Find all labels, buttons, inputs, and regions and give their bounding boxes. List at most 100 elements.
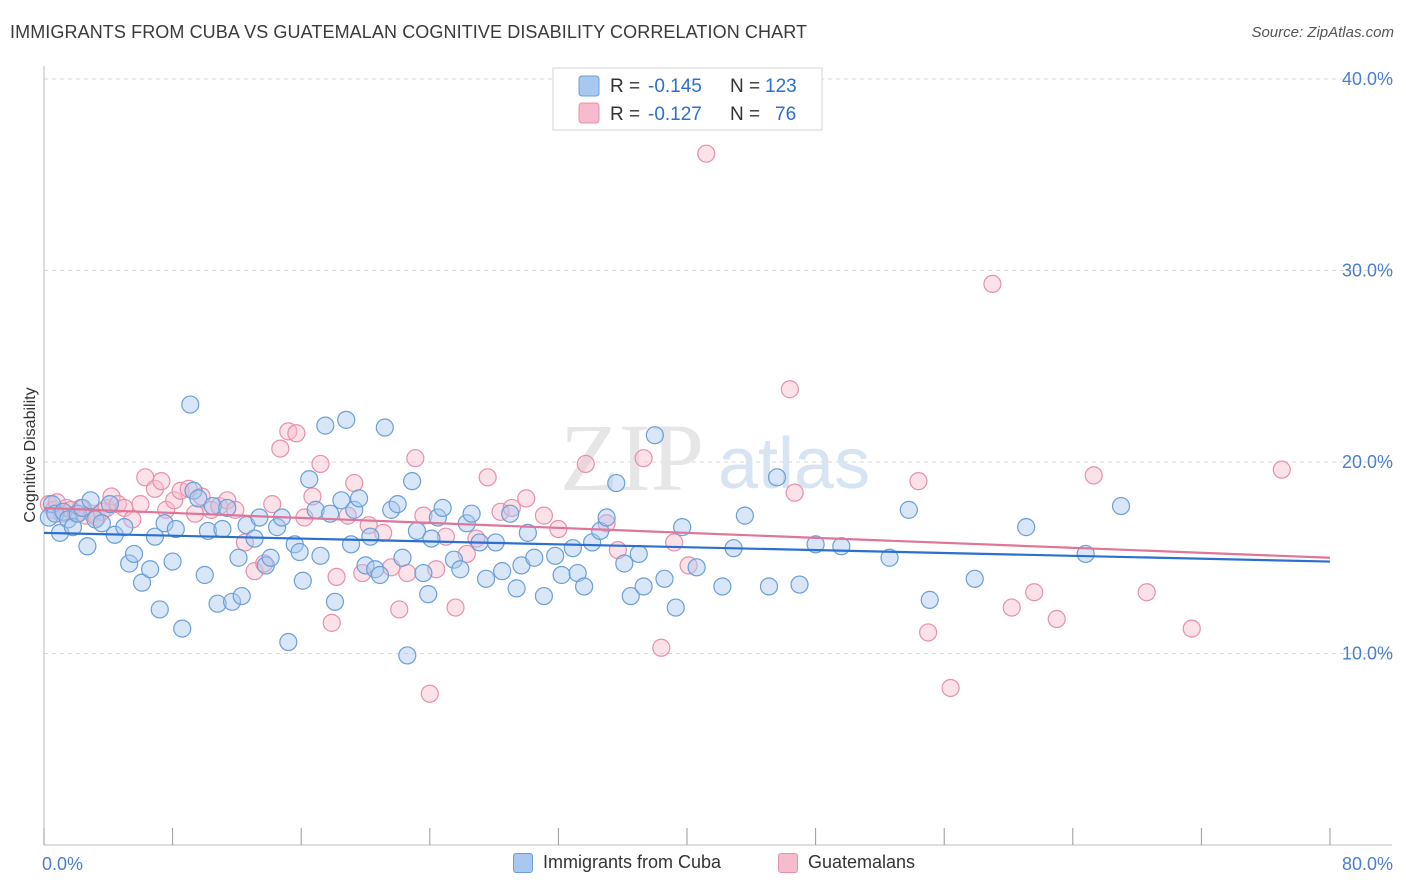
guatemalans-point (446, 598, 465, 617)
cuba-point (388, 495, 407, 514)
cuba-point (713, 577, 732, 596)
cuba-point (767, 468, 787, 487)
cuba-point (518, 523, 537, 542)
cuba-point (208, 594, 227, 613)
cuba-point (965, 569, 984, 588)
cuba-point (81, 491, 100, 510)
legend-n-label-guatemalans: N = (730, 104, 760, 125)
guatemalans-point (398, 563, 417, 583)
cuba-point (341, 535, 361, 554)
source-credit: Source: ZipAtlas.com (1251, 24, 1394, 41)
guatemalans-point (131, 495, 150, 514)
guatemalans-point (1002, 598, 1021, 617)
legend-r-value-guatemalans: -0.127 (648, 104, 702, 125)
legend-r-value-cuba: -0.145 (648, 76, 702, 97)
cuba-point (629, 544, 648, 564)
cuba-point (370, 565, 390, 585)
cuba-point (607, 473, 626, 493)
cuba-point (493, 562, 512, 581)
cuba-point (279, 632, 298, 652)
cuba-point (832, 537, 851, 556)
cuba-point (534, 586, 554, 606)
legend-label-guatemalans: Guatemalans (808, 852, 916, 872)
cuba-point (166, 519, 185, 539)
guatemalans-point (785, 483, 804, 502)
cuba-point (398, 646, 417, 665)
legend-r-label-cuba: R = (610, 76, 640, 97)
guatemalans-point (1084, 466, 1103, 485)
guatemalans-point (780, 380, 799, 399)
cuba-point (349, 489, 369, 508)
cuba-point (806, 535, 825, 554)
cuba-point (597, 508, 616, 527)
cuba-point (222, 592, 242, 611)
cuba-points (39, 395, 1131, 665)
cuba-point (332, 491, 351, 510)
cuba-point (124, 544, 144, 564)
guatemalans-point (517, 489, 536, 508)
guatemalans-point (1047, 609, 1066, 629)
guatemalans-point (245, 562, 264, 581)
cuba-point (575, 577, 594, 596)
watermark-atlas: atlas (718, 424, 870, 504)
cuba-point (232, 586, 251, 606)
guatemalans-point (576, 454, 595, 474)
cuba-point (1017, 518, 1036, 537)
cuba-point (393, 548, 412, 567)
cuba-point (78, 537, 97, 556)
guatemalans-point (420, 684, 439, 703)
cuba-point (63, 518, 83, 537)
watermark-zip: ZIP (560, 404, 704, 511)
cuba-point (735, 506, 754, 525)
cuba-point (920, 590, 939, 609)
legend-swatch-guatemalans-bottom (778, 852, 798, 873)
cuba-point (621, 586, 640, 606)
cuba-point (337, 410, 356, 429)
cuba-point (311, 546, 330, 565)
legend-swatch-guatemalans (578, 102, 600, 124)
cuba-point (501, 504, 520, 523)
cuba-point (433, 498, 452, 518)
guatemalans-point (345, 473, 364, 493)
legend-n-value-cuba: 123 (765, 76, 797, 97)
guatemalans-point (652, 638, 671, 657)
cuba-point (173, 619, 192, 638)
y-axis-title: Cognitive Disability (22, 387, 39, 522)
guatemalans-point (165, 491, 184, 510)
correlation-legend: R = -0.145 N = 123 R = -0.127 N = 76 (552, 67, 823, 131)
legend-swatch-cuba (578, 75, 600, 97)
legend-n-label-cuba: N = (730, 76, 760, 97)
cuba-point (150, 600, 169, 619)
watermark: ZIP atlas (560, 404, 870, 511)
cuba-point (507, 579, 526, 598)
cuba-point (476, 569, 496, 588)
guatemalans-point (697, 144, 716, 163)
legend-item-cuba: Immigrants from Cuba (513, 852, 721, 873)
guatemalans-point (263, 495, 282, 514)
cuba-point (563, 539, 582, 558)
guatemalans-point (534, 506, 554, 525)
cuba-point (655, 569, 674, 588)
legend-swatch-cuba-bottom (513, 852, 533, 873)
guatemalans-point (271, 439, 290, 458)
cuba-point (181, 395, 200, 414)
guatemalans-point (152, 472, 171, 491)
legend-item-guatemalans: Guatemalans (778, 852, 915, 873)
cuba-point (546, 546, 565, 565)
cuba-point (552, 565, 571, 585)
guatemalans-point (406, 449, 425, 468)
series-legend: Immigrants from Cuba Guatemalans (0, 852, 1406, 878)
guatemalans-point (909, 472, 928, 491)
guatemalans-point (478, 468, 497, 487)
cuba-point (666, 598, 685, 617)
cuba-point (325, 592, 345, 611)
cuba-point (293, 571, 312, 590)
cuba-point (462, 504, 481, 523)
y-tick-label: 30.0% (1342, 261, 1393, 281)
cuba-point (261, 548, 280, 567)
legend-label-cuba: Immigrants from Cuba (543, 852, 722, 872)
trend-lines (43, 506, 1331, 563)
y-tick-labels: 10.0% 20.0% 30.0% 40.0% (1342, 69, 1393, 664)
cuba-point (414, 563, 433, 583)
